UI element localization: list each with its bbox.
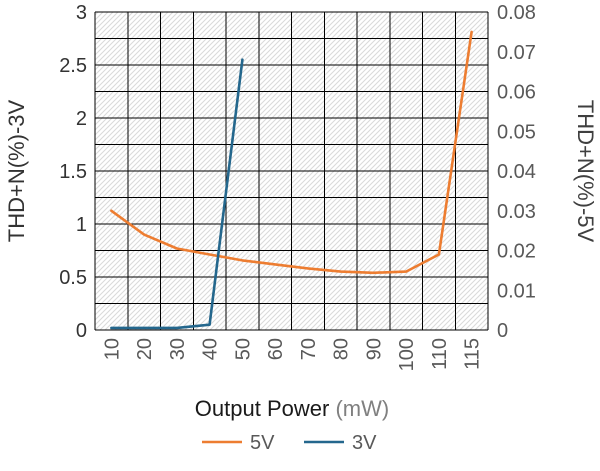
x-axis-tick-label: 50 bbox=[232, 338, 254, 360]
left-axis-tick-label: 3 bbox=[76, 2, 87, 24]
x-axis-tick-label: 80 bbox=[331, 338, 353, 360]
right-axis-tick-label: 0 bbox=[497, 320, 508, 342]
data-series-lines bbox=[110, 30, 473, 330]
x-axis-title-unit: (mW) bbox=[335, 396, 389, 421]
left-axis-tick-label: 1.5 bbox=[59, 161, 87, 183]
right-axis-tick-label: 0.05 bbox=[497, 121, 536, 143]
x-axis-tick-labels: 10 20 30 40 50 60 70 80 90 100 110 115 bbox=[101, 338, 483, 371]
x-axis-tick-label: 100 bbox=[396, 338, 418, 371]
right-axis-tick-label: 0.03 bbox=[497, 201, 536, 223]
x-axis-tick-label: 115 bbox=[462, 338, 484, 370]
right-axis-tick-label: 0.04 bbox=[497, 161, 536, 183]
left-axis-title: THD+N(%)-3V bbox=[4, 99, 29, 242]
x-axis-title: Output Power (mW) bbox=[195, 396, 389, 421]
x-axis-tick-label: 110 bbox=[429, 338, 451, 370]
series-line-5v bbox=[110, 30, 473, 275]
left-axis-tick-label: 0.5 bbox=[59, 267, 87, 289]
x-axis-tick-label: 20 bbox=[134, 338, 156, 360]
legend-label-5v: 5V bbox=[250, 432, 275, 454]
chart-legend: 5V 3V bbox=[202, 432, 377, 454]
right-axis-title: THD+N(%)-5V bbox=[573, 100, 598, 243]
right-axis-tick-label: 0.07 bbox=[497, 42, 536, 64]
left-axis-tick-label: 2 bbox=[76, 108, 87, 130]
x-axis-tick-label: 40 bbox=[200, 338, 222, 360]
right-axis-title-text: THD+N(%)-5V bbox=[573, 100, 598, 243]
right-axis-tick-label: 0.06 bbox=[497, 82, 536, 104]
x-axis-tick-label: 30 bbox=[167, 338, 189, 360]
series-line-3v bbox=[110, 58, 244, 330]
x-axis-tick-label: 60 bbox=[265, 338, 287, 360]
right-axis-tick-label: 0.08 bbox=[497, 2, 536, 24]
right-axis-tick-label: 0.01 bbox=[497, 280, 536, 302]
x-axis-tick-label: 90 bbox=[363, 338, 385, 360]
left-axis-tick-label: 1 bbox=[76, 214, 87, 236]
x-axis-title-text: Output Power bbox=[195, 396, 330, 421]
right-axis-tick-labels: 0 0.01 0.02 0.03 0.04 0.05 0.06 0.07 0.08 bbox=[497, 2, 536, 342]
right-axis-tick-label: 0.02 bbox=[497, 241, 536, 263]
left-axis-tick-label: 0 bbox=[76, 320, 87, 342]
gridlines bbox=[94, 11, 489, 331]
left-axis-title-text: THD+N(%)-3V bbox=[4, 99, 29, 242]
left-axis-tick-labels: 0 0.5 1 1.5 2 2.5 3 bbox=[59, 2, 87, 342]
x-axis-tick-label: 70 bbox=[298, 338, 320, 360]
left-axis-tick-label: 2.5 bbox=[59, 55, 87, 77]
x-axis-tick-label: 10 bbox=[101, 338, 123, 360]
legend-label-3v: 3V bbox=[352, 432, 377, 454]
